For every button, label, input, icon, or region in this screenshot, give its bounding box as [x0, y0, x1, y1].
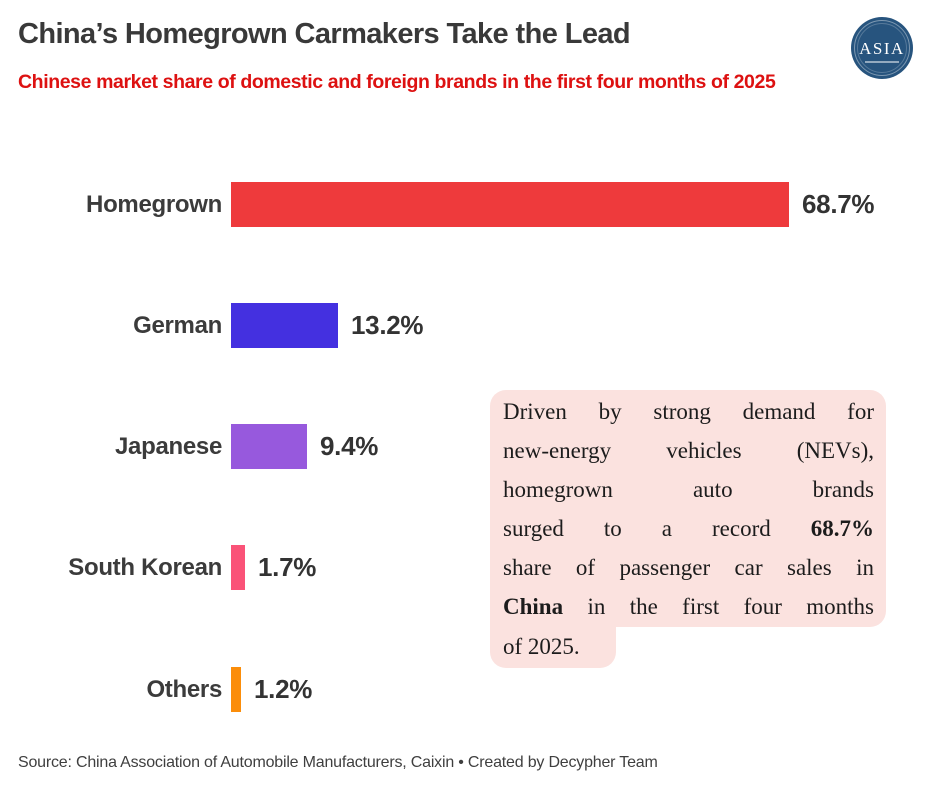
page-subtitle: Chinese market share of domestic and for… — [18, 71, 776, 93]
note-line: China in the first four months — [503, 594, 874, 619]
note-line: surged to a record 68.7% — [503, 516, 874, 541]
note-line: new-energy vehicles (NEVs), — [503, 438, 874, 463]
logo-ring-icon — [854, 20, 910, 76]
bar-value-label: 1.2% — [254, 674, 313, 704]
bar-value-label: 1.7% — [258, 552, 317, 582]
note-line: share of passenger car sales in — [503, 555, 874, 580]
logo-ring-inner-icon — [857, 23, 907, 73]
bar-row: Homegrown 68.7% — [0, 182, 940, 227]
page-title: China’s Homegrown Carmakers Take the Lea… — [18, 18, 631, 50]
bar-label: Homegrown — [86, 190, 222, 218]
bar-row: South Korean 1.7% — [0, 545, 940, 590]
bar — [231, 424, 307, 469]
asia-logo: ASIA — [851, 17, 913, 79]
bar-row: German 13.2% — [0, 303, 940, 348]
bar-label: German — [133, 311, 222, 339]
note-box: Driven by strong demand for new-energy v… — [490, 390, 886, 627]
bar-label: Others — [146, 675, 222, 703]
bar-value-label: 9.4% — [320, 431, 379, 461]
bar — [231, 545, 245, 590]
footer-source: Source: China Association of Automobile … — [18, 754, 658, 771]
bar-label: Japanese — [114, 432, 222, 460]
note-line: homegrown auto brands — [503, 477, 874, 502]
note-line: of 2025. — [503, 634, 580, 659]
bar-value-label: 68.7% — [802, 189, 875, 219]
note-tail: of 2025. — [490, 627, 616, 668]
bar-label: South Korean — [68, 553, 222, 581]
bar — [231, 182, 789, 227]
bar — [231, 667, 241, 712]
bar-row: Japanese 9.4% — [0, 424, 940, 469]
bar-value-label: 13.2% — [351, 310, 424, 340]
note-line: Driven by strong demand for — [503, 399, 874, 424]
bar-row: Others 1.2% — [0, 667, 940, 712]
bar — [231, 303, 338, 348]
